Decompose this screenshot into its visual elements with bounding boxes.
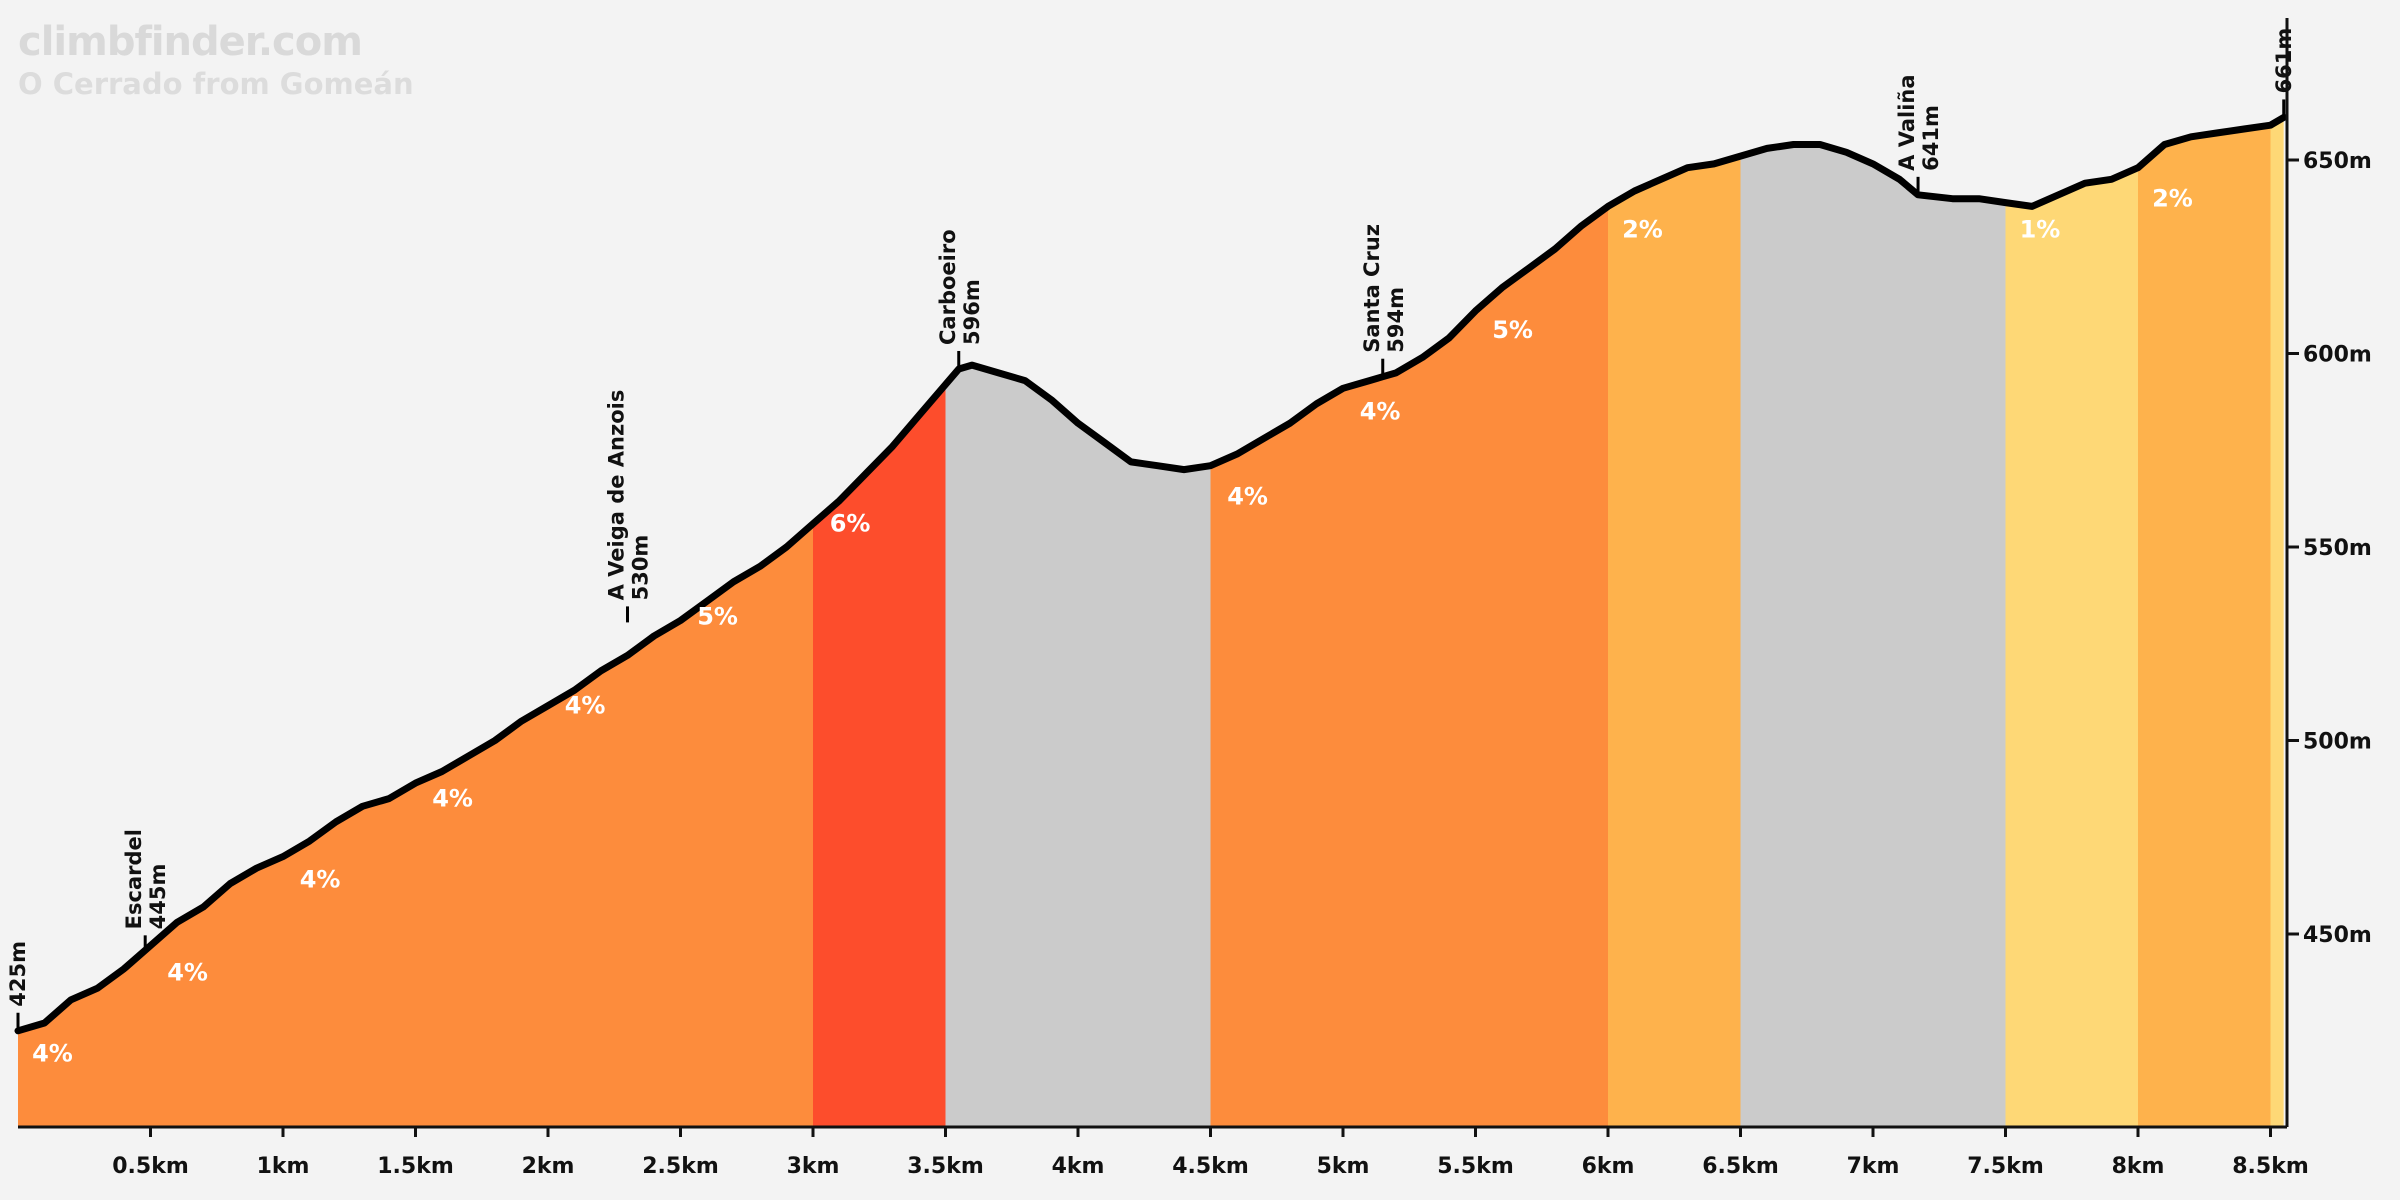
x-tick-label-3: 2km [522, 1154, 575, 1179]
gradient-label-0-3: 4% [432, 784, 473, 812]
marker-name-5: A Valiña [1895, 74, 1919, 170]
x-tick-label-1: 1km [257, 1154, 310, 1179]
marker-elevation-4: 594m [1384, 287, 1408, 353]
x-axis-ticks: 0.5km 1km 1.5km 2km 2.5km 3km 3.5km 4km 4.5km 5km… [112, 1127, 2309, 1179]
marker-label-6: 661m [2272, 28, 2296, 94]
gradient-label-3-2: 5% [1492, 316, 1533, 344]
segment-band-6 [2005, 117, 2138, 1127]
x-tick-label-6: 3.5km [907, 1154, 984, 1179]
marker-elevation-1: 445m [146, 864, 170, 930]
site-logo-text: climbfinder.com [18, 19, 363, 65]
segment-band-1 [813, 117, 946, 1127]
x-tick-label-15: 8km [2112, 1154, 2165, 1179]
y-tick-label-4: 650m [2303, 149, 2372, 174]
segment-band-4 [1608, 117, 1741, 1127]
segment-band-8 [2270, 117, 2284, 1127]
marker-elevation-3: 596m [960, 279, 984, 345]
x-tick-label-8: 4.5km [1172, 1154, 1249, 1179]
y-tick-label-3: 600m [2303, 343, 2372, 368]
elevation-line [14, 113, 2288, 1035]
marker-label-1: Escardel 445m [122, 829, 170, 929]
segment-band-7 [2138, 117, 2271, 1127]
x-tick-label-5: 3km [787, 1154, 840, 1179]
x-tick-label-9: 5km [1317, 1154, 1370, 1179]
gradient-label-4-0: 2% [1622, 215, 1663, 243]
brand-header: climbfinder.com O Cerrado from Gomeán [18, 20, 414, 102]
y-tick-label-0: 450m [2303, 923, 2372, 948]
marker-name-1: Escardel [122, 829, 146, 929]
gradient-label-0-1: 4% [167, 958, 208, 986]
marker-elevation-5: 641m [1919, 105, 1943, 171]
y-tick-label-1: 500m [2303, 730, 2372, 755]
gradient-label-6-0: 1% [2020, 215, 2061, 243]
marker-name-2: A Veiga de Anzois [605, 390, 629, 601]
marker-elevation-2: 530m [629, 535, 653, 601]
gradient-label-0-0: 4% [32, 1040, 73, 1068]
segment-band-2 [945, 117, 1211, 1127]
gradient-labels: 4% 4% 4% 4% 4% 5% 6% 4% 4% 5% 2% 1% 2% [32, 184, 2193, 1067]
marker-name-3: Carboeiro [936, 229, 960, 345]
x-tick-label-4: 2.5km [642, 1154, 719, 1179]
marker-label-4: Santa Cruz 594m [1360, 224, 1408, 353]
y-tick-label-2: 550m [2303, 536, 2372, 561]
gradient-label-7-0: 2% [2152, 184, 2193, 212]
marker-label-3: Carboeiro 596m [936, 229, 984, 345]
marker-name-4: Santa Cruz [1360, 224, 1384, 353]
gradient-label-3-0: 4% [1227, 482, 1268, 510]
marker-elevation-6: 661m [2272, 28, 2296, 94]
gradient-segments [18, 117, 2284, 1127]
x-tick-label-10: 5.5km [1437, 1154, 1514, 1179]
climb-title: O Cerrado from Gomeán [18, 67, 414, 101]
x-tick-label-12: 6.5km [1702, 1154, 1779, 1179]
marker-label-0: 425m [6, 941, 30, 1007]
x-tick-label-7: 4km [1052, 1154, 1105, 1179]
waypoint-markers: 425m Escardel 445m A Veiga de Anzois 530m Car… [6, 28, 2296, 1029]
x-tick-label-2: 1.5km [377, 1154, 454, 1179]
gradient-label-0-5: 5% [697, 602, 738, 630]
gradient-label-0-4: 4% [565, 691, 606, 719]
marker-label-5: A Valiña 641m [1895, 74, 1943, 170]
x-tick-label-14: 7.5km [1967, 1154, 2044, 1179]
gradient-label-0-2: 4% [300, 866, 341, 894]
gradient-label-1-0: 6% [830, 510, 871, 538]
marker-label-2: A Veiga de Anzois 530m [605, 390, 653, 601]
segment-band-5 [1740, 117, 2006, 1127]
gradient-label-3-1: 4% [1360, 397, 1401, 425]
x-tick-label-16: 8.5km [2232, 1154, 2309, 1179]
x-tick-label-11: 6km [1582, 1154, 1635, 1179]
segment-band-3 [1210, 117, 1608, 1127]
y-axis-ticks: 450m 500m 550m 600m 650m [2287, 149, 2372, 948]
x-tick-label-13: 7km [1847, 1154, 1900, 1179]
marker-elevation-0: 425m [6, 941, 30, 1007]
x-tick-label-0: 0.5km [112, 1154, 189, 1179]
